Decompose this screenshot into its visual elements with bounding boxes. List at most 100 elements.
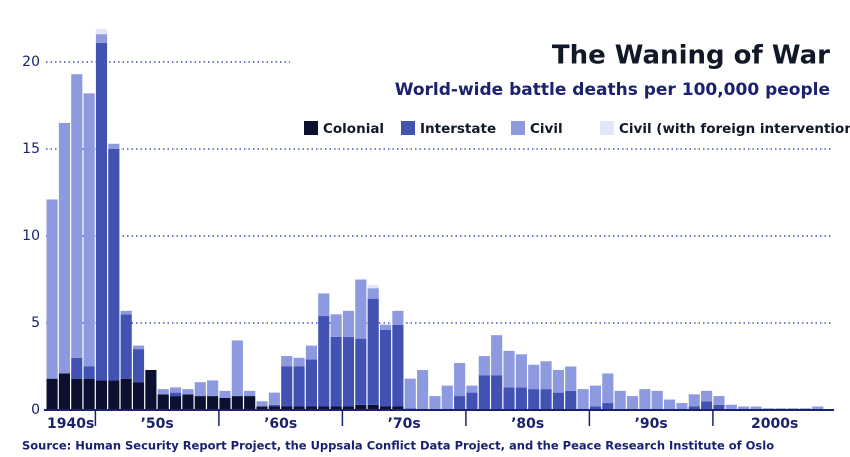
bar-segment <box>639 389 651 410</box>
bar-segment <box>120 378 132 410</box>
axis: 0 5 10 15 20 1940s ’50s ’60s ’70s ’80s ’90s 2000s <box>22 54 834 432</box>
bar-segment <box>491 335 503 376</box>
bar-segment <box>528 364 540 390</box>
legend-swatch <box>401 121 415 135</box>
bar-segment <box>231 340 243 397</box>
bar-segment <box>318 316 330 407</box>
bar-segment <box>120 314 132 379</box>
bar-segment <box>466 392 478 410</box>
bar-segment <box>688 394 700 407</box>
bar-segment <box>318 293 330 317</box>
bar-segment <box>95 380 108 410</box>
bar-segment <box>256 406 268 410</box>
bar-segment <box>83 366 95 379</box>
x-tick-label: 2000s <box>751 416 798 432</box>
bar-segment <box>182 389 194 395</box>
bar-segment <box>281 406 293 410</box>
x-tick-label: ’70s <box>388 416 421 432</box>
bar-segment <box>367 284 379 289</box>
bar-segment <box>614 390 626 410</box>
bar-segment <box>268 406 280 410</box>
bar-segment <box>503 387 515 410</box>
bar-segment <box>342 310 355 337</box>
bar-segment <box>71 378 83 410</box>
bar-segment <box>540 389 552 410</box>
bar-segment <box>83 93 95 367</box>
bar-segment <box>379 329 392 407</box>
bar-segment <box>108 149 120 381</box>
bar-segment <box>441 385 453 410</box>
bar-segment <box>355 279 367 339</box>
bar-segment <box>207 380 219 397</box>
bar-segment <box>95 34 108 43</box>
bar-segment <box>379 324 392 330</box>
legend-swatch <box>511 121 525 135</box>
chart-subtitle: World-wide battle deaths per 100,000 peo… <box>395 80 830 100</box>
bar-segment <box>701 390 713 402</box>
bar-segment <box>367 298 379 405</box>
bar-segment <box>367 288 379 299</box>
bar-segment <box>404 378 416 409</box>
bar-segment <box>565 390 577 410</box>
bar-segment <box>157 389 169 395</box>
bar-segment <box>330 336 342 407</box>
bar-segment <box>219 390 231 398</box>
bar-segment <box>466 385 478 393</box>
bar-segment <box>392 310 404 325</box>
x-tick-label: ’60s <box>264 416 297 432</box>
bar-segment <box>268 404 280 407</box>
bar-segment <box>589 385 602 407</box>
bar-segment <box>367 404 379 410</box>
y-tick-label: 15 <box>22 141 40 157</box>
bar-segment <box>750 406 762 410</box>
y-tick-label: 0 <box>31 402 40 418</box>
bar-segment <box>515 387 527 410</box>
bar-segment <box>676 403 688 410</box>
bar-segment <box>194 396 206 410</box>
bar-segment <box>120 310 132 315</box>
bar-segment <box>552 369 564 393</box>
bar-segment <box>268 392 280 405</box>
chart-title: The Waning of War <box>552 41 830 71</box>
bar-segment <box>318 406 330 410</box>
bar-segment <box>46 199 58 379</box>
bar-segment <box>244 396 256 410</box>
bar-segment <box>108 143 120 149</box>
bar-segment <box>132 345 145 350</box>
legend: Colonial Interstate Civil Civil (with forei… <box>304 121 850 137</box>
bar-segment <box>688 406 700 410</box>
bar-segment <box>281 366 293 407</box>
bar-segment <box>491 375 503 410</box>
y-tick-label: 10 <box>22 228 40 244</box>
legend-label: Civil (with foreign intervention) <box>619 121 850 137</box>
bar-segment <box>46 378 58 410</box>
bar-segment <box>71 74 83 358</box>
y-tick-label: 5 <box>31 315 40 331</box>
bar-segment <box>417 369 429 410</box>
x-tick-label: 1940s <box>47 416 94 432</box>
bar-segment <box>713 404 725 410</box>
bar-segment <box>132 382 145 410</box>
bar-segment <box>738 406 750 410</box>
bar-segment <box>515 354 527 388</box>
bar-segment <box>108 380 120 410</box>
bar-segment <box>651 390 663 410</box>
bar-segment <box>170 387 182 393</box>
bar-segment <box>342 336 355 407</box>
source-note: Source: Human Security Report Project, t… <box>22 439 774 453</box>
bar-segment <box>503 350 515 388</box>
bar-segment <box>95 28 108 35</box>
bar-segment <box>281 356 293 367</box>
bar-segment <box>392 324 404 407</box>
bar-segment <box>454 363 466 397</box>
bar-segment <box>83 378 95 410</box>
bar-segment <box>713 396 725 405</box>
legend-label: Colonial <box>323 121 384 137</box>
y-tick-label: 20 <box>22 54 40 70</box>
bar-segment <box>355 404 367 410</box>
bar-segment <box>355 338 367 405</box>
bar-segment <box>95 42 108 381</box>
title-backdrop <box>290 30 835 148</box>
bar-segment <box>244 390 256 397</box>
